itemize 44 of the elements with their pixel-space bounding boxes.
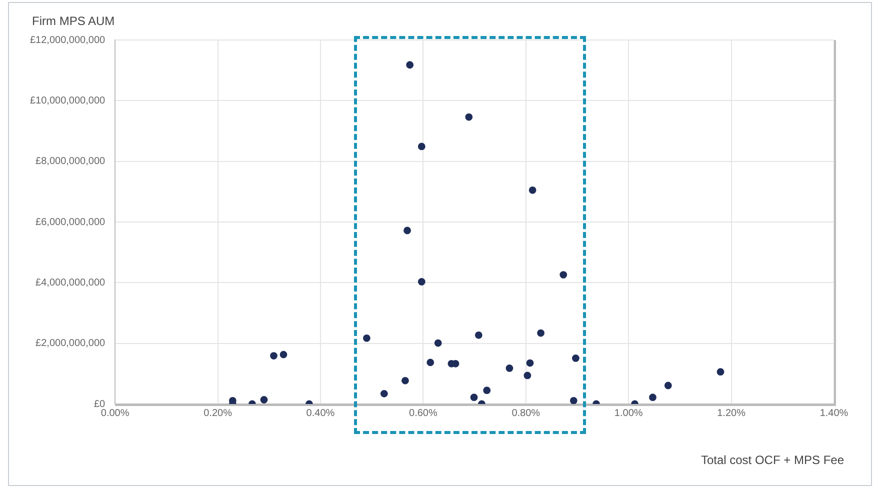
point: [506, 364, 514, 372]
point: [434, 339, 442, 347]
point: [363, 334, 370, 342]
y-tick-label: £4,000,000,000: [36, 277, 106, 288]
point: [537, 329, 544, 337]
point: [560, 271, 568, 278]
y-tick-label: £10,000,000,000: [30, 95, 106, 106]
point: [526, 359, 534, 367]
y-tick-label: £0: [94, 398, 106, 410]
x-tick-label: 1.20%: [717, 408, 746, 419]
point: [528, 186, 536, 194]
point: [524, 372, 532, 380]
point: [465, 113, 473, 121]
point: [649, 394, 656, 402]
y-tick-label: £6,000,000,000: [36, 216, 106, 228]
x-tick-label: 0.40%: [306, 408, 335, 419]
y-tick-label: £8,000,000,000: [36, 156, 106, 168]
point: [418, 278, 426, 286]
x-tick-label: 1.00%: [614, 408, 643, 419]
point: [280, 350, 288, 358]
point: [426, 358, 434, 366]
x-axis-title: Total cost OCF + MPS Fee: [700, 453, 844, 467]
y-tick-label: £12,000,000,000: [30, 34, 106, 46]
y-tick-label: £2,000,000,000: [36, 338, 106, 350]
x-tick-label: 1.40%: [820, 408, 848, 419]
point: [570, 396, 578, 404]
point: [404, 226, 411, 234]
point: [572, 354, 580, 362]
x-tick-label: 0.20%: [204, 408, 232, 419]
point: [664, 382, 672, 390]
x-tick-label: 0.60%: [409, 408, 438, 419]
point: [260, 396, 268, 404]
x-tick-label: 0.80%: [512, 408, 540, 419]
point: [716, 368, 724, 376]
point: [474, 331, 482, 339]
x-tick-label: 0.00%: [100, 408, 130, 419]
point: [418, 142, 426, 150]
point: [380, 390, 388, 398]
point: [270, 352, 278, 360]
point: [406, 61, 414, 69]
y-axis-title: Firm MPS AUM: [32, 14, 115, 28]
point: [470, 394, 478, 402]
point: [483, 386, 491, 394]
point: [402, 376, 409, 384]
